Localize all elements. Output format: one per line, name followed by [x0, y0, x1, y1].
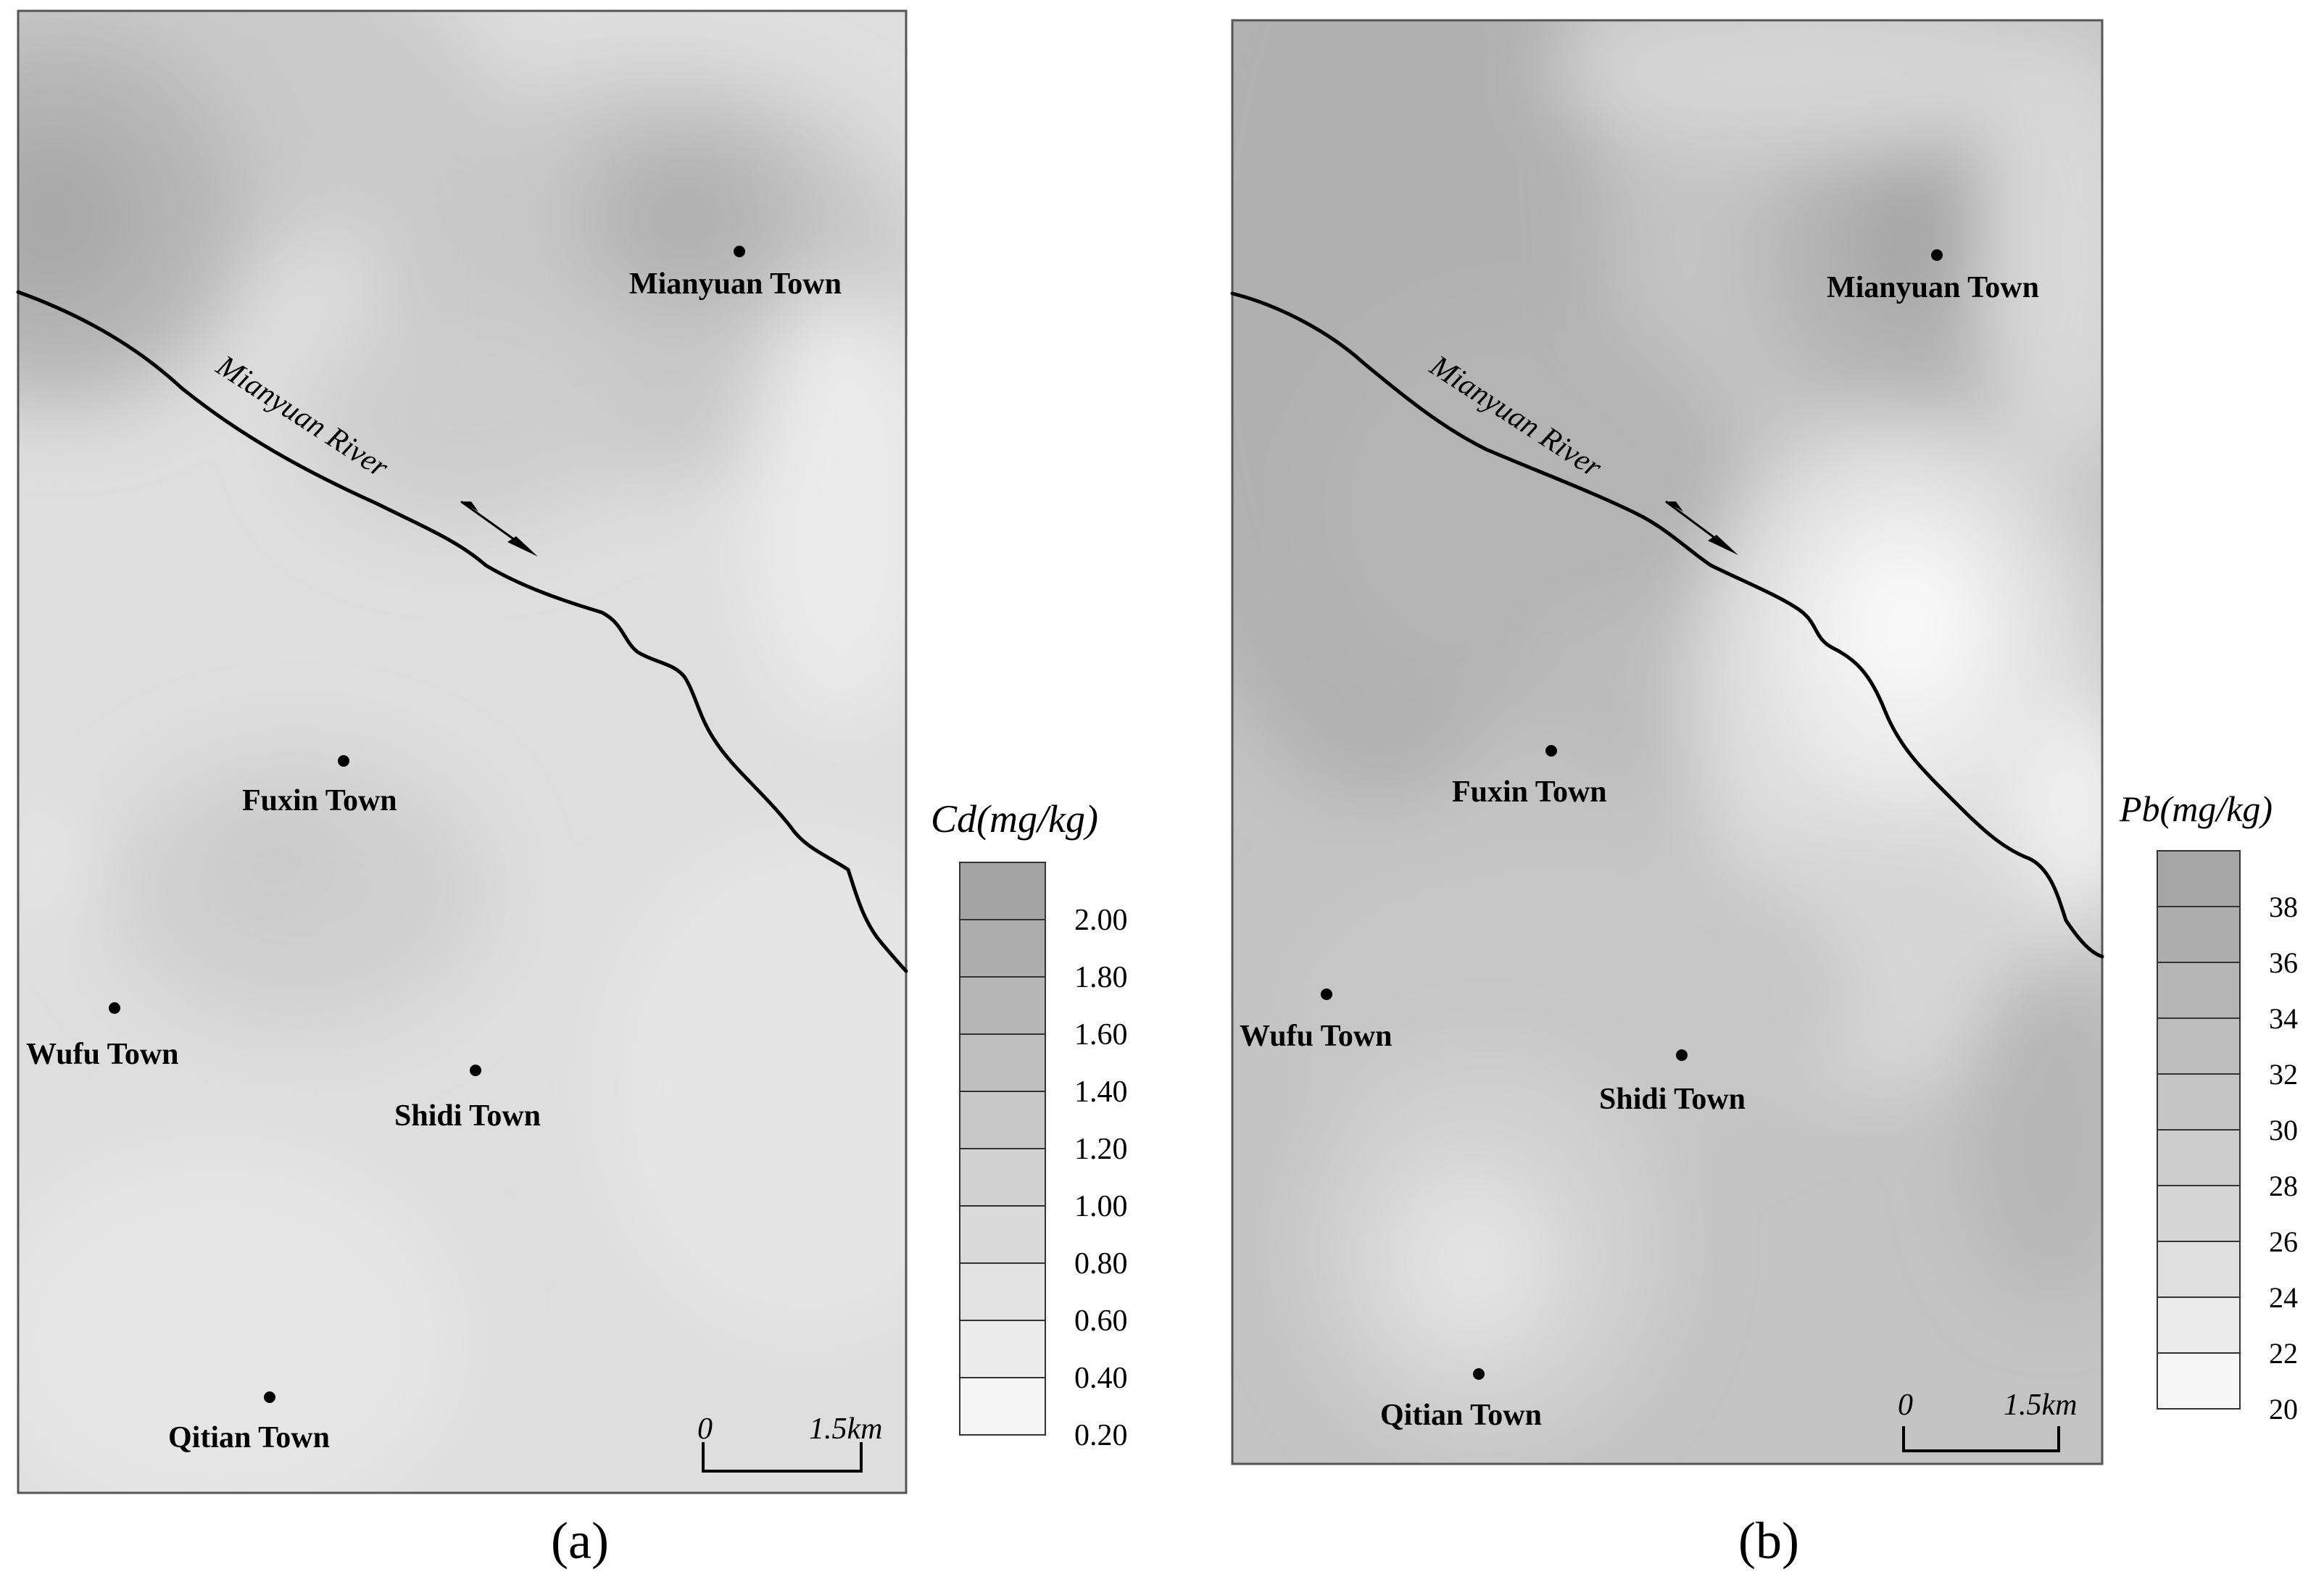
town-qitian-b: Qitian Town: [1380, 1368, 1542, 1432]
town-marker: [734, 246, 745, 257]
legend-swatch: [2157, 962, 2241, 1019]
legend-tick-label: 30: [2269, 1114, 2298, 1146]
legend-swatch: [959, 1377, 1046, 1436]
legend-tick-label: 22: [2269, 1337, 2298, 1370]
legend-tick-label: 2.00: [1074, 904, 1128, 937]
legend-b: Pb(mg/kg) 38 36 34 32 30 28 26 24 22 20: [2119, 788, 2298, 1425]
legend-tick-label: 1.20: [1074, 1133, 1128, 1166]
legend-swatch: [959, 862, 1046, 920]
town-marker: [1473, 1368, 1485, 1380]
legend-swatch: [2157, 1296, 2241, 1354]
legend-tick-label: 1.40: [1074, 1075, 1128, 1109]
legend-swatch: [2157, 1129, 2241, 1186]
town-shidi-b: Shidi Town: [1599, 1049, 1746, 1116]
town-label: Qitian Town: [168, 1421, 330, 1454]
town-label: Shidi Town: [394, 1099, 541, 1133]
town-marker: [1545, 745, 1557, 757]
legend-tick-label: 26: [2269, 1225, 2298, 1258]
town-label: Fuxin Town: [242, 784, 397, 817]
panel-b: Mianyuan River Mianyuan Town Fuxin Town …: [1230, 19, 2298, 1570]
town-label: Wufu Town: [26, 1038, 179, 1071]
legend-swatch: [959, 1148, 1046, 1207]
town-label: Qitian Town: [1380, 1399, 1542, 1432]
town-marker: [1321, 988, 1332, 1000]
town-marker: [109, 1002, 120, 1014]
town-marker: [338, 755, 349, 767]
legend-swatch: [2157, 1185, 2241, 1242]
legend-swatch: [959, 1262, 1046, 1321]
legend-tick-label: 0.60: [1074, 1304, 1128, 1338]
legend-tick-label: 0.80: [1074, 1247, 1128, 1281]
map-b-contours: [1232, 20, 2102, 1449]
legend-swatch: [2157, 1241, 2241, 1298]
panel-a: Mianyuan River Mianyuan Town Fuxin Town …: [16, 9, 1128, 1570]
town-label: Wufu Town: [1240, 1020, 1393, 1053]
scale-bar-a: 0 1.5km: [697, 1412, 882, 1473]
legend-tick-label: 34: [2269, 1002, 2298, 1035]
legend-tick-label: 1.80: [1074, 961, 1128, 994]
river-flow-arrow-b: [1665, 500, 1738, 555]
scale-bar-start: 0: [697, 1412, 713, 1446]
scale-bar-end: 1.5km: [809, 1412, 882, 1446]
map-a-frame: [17, 9, 908, 1494]
map-b-frame: [1231, 19, 2104, 1465]
river-b: [1230, 291, 2104, 959]
legend-title: Pb(mg/kg): [2119, 788, 2273, 829]
legend-swatch: [2157, 850, 2241, 907]
town-qitian-a: Qitian Town: [168, 1391, 330, 1454]
legend-tick-label: 36: [2269, 946, 2298, 979]
legend-tick-label: 38: [2269, 891, 2298, 923]
legend-tick-label: 1.00: [1074, 1190, 1128, 1223]
scale-bar-end: 1.5km: [2004, 1389, 2077, 1422]
legend-swatch: [959, 919, 1046, 978]
legend-tick-label: 28: [2269, 1170, 2298, 1202]
town-marker: [1676, 1049, 1688, 1061]
legend-tick-label: 20: [2269, 1393, 2298, 1425]
river-a: [16, 290, 908, 973]
town-marker: [264, 1391, 275, 1403]
town-shidi-a: Shidi Town: [394, 1065, 541, 1133]
scale-bar-b: 0 1.5km: [1898, 1389, 2077, 1452]
town-label: Shidi Town: [1599, 1083, 1746, 1116]
town-mianyuan-a: Mianyuan Town: [629, 246, 842, 301]
legend-swatch: [2157, 1073, 2241, 1131]
map-b: [1232, 20, 2102, 1464]
town-label: Mianyuan Town: [629, 267, 842, 301]
legend-swatch: [959, 1320, 1046, 1378]
town-label: Mianyuan Town: [1827, 271, 2039, 304]
town-marker: [470, 1065, 481, 1076]
town-fuxin-a: Fuxin Town: [242, 755, 397, 817]
map-a-contours: [18, 11, 906, 1493]
legend-swatch: [2157, 1017, 2241, 1075]
panel-label-a: (a): [551, 1512, 609, 1570]
legend-tick-label: 24: [2269, 1281, 2298, 1314]
town-marker: [1931, 249, 1943, 261]
town-label: Fuxin Town: [1452, 775, 1607, 809]
legend-a: Cd(mg/kg) 2.00 1.80 1.60 1.40 1.20 1.00 0.80 0.…: [931, 797, 1128, 1452]
legend-swatch: [959, 1091, 1046, 1149]
legend-swatch: [959, 1033, 1046, 1092]
town-wufu-a: Wufu Town: [26, 1002, 179, 1071]
legend-swatch: [2157, 1352, 2241, 1410]
map-a: [18, 11, 906, 1493]
town-wufu-b: Wufu Town: [1240, 988, 1393, 1053]
legend-swatch: [959, 1205, 1046, 1264]
legend-tick-label: 32: [2269, 1058, 2298, 1091]
scale-bar-start: 0: [1898, 1389, 1913, 1422]
legend-swatch: [959, 976, 1046, 1035]
legend-swatch: [2157, 906, 2241, 963]
legend-title: Cd(mg/kg): [931, 797, 1098, 841]
river-flow-arrow-a: [460, 500, 538, 557]
legend-tick-label: 0.20: [1074, 1419, 1128, 1452]
legend-tick-label: 1.60: [1074, 1018, 1128, 1052]
town-fuxin-b: Fuxin Town: [1452, 745, 1607, 809]
panel-label-b: (b): [1738, 1512, 1799, 1570]
town-mianyuan-b: Mianyuan Town: [1827, 249, 2039, 304]
legend-tick-label: 0.40: [1074, 1362, 1128, 1395]
